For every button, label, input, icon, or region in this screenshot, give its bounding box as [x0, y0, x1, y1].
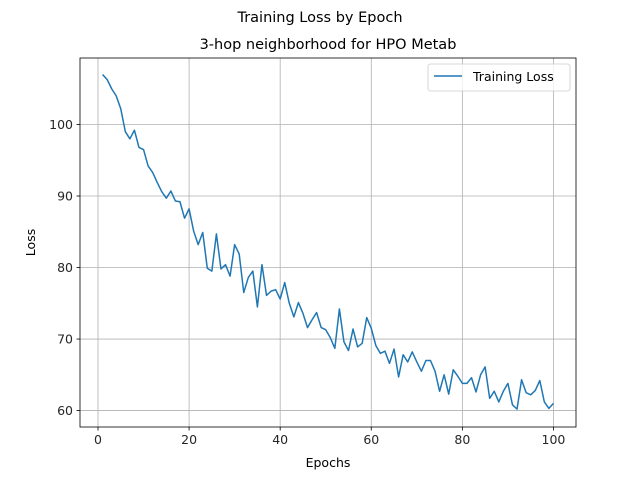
legend: Training Loss — [427, 63, 571, 92]
chart-title: 3-hop neighborhood for HPO Metab — [200, 37, 457, 53]
x-tick-label-40: 40 — [272, 432, 288, 447]
x-tick-label-60: 60 — [363, 432, 379, 447]
plot-area-frame — [79, 57, 577, 428]
y-tick-label-100: 100 — [49, 117, 73, 132]
y-tick-label-60: 60 — [57, 403, 73, 418]
legend-label: Training Loss — [472, 69, 554, 84]
series-line-training-loss — [101, 73, 555, 410]
legend-box — [427, 63, 571, 92]
x-tick-label-100: 100 — [542, 432, 566, 447]
x-tick-label-80: 80 — [454, 432, 470, 447]
x-axis-label: Epochs — [306, 455, 351, 470]
x-tick-label-20: 20 — [181, 432, 197, 447]
y-axis-label: Loss — [23, 229, 38, 256]
grid — [80, 58, 576, 427]
x-axis-ticks: 0 20 40 60 80 100 — [94, 427, 565, 447]
x-tick-label-0: 0 — [94, 432, 102, 447]
chart-suptitle: Training Loss by Epoch — [236, 10, 402, 26]
y-axis-ticks: 60 70 80 90 100 — [49, 117, 80, 418]
y-tick-label-70: 70 — [57, 332, 73, 347]
y-tick-label-80: 80 — [57, 260, 73, 275]
y-tick-label-90: 90 — [57, 189, 73, 204]
